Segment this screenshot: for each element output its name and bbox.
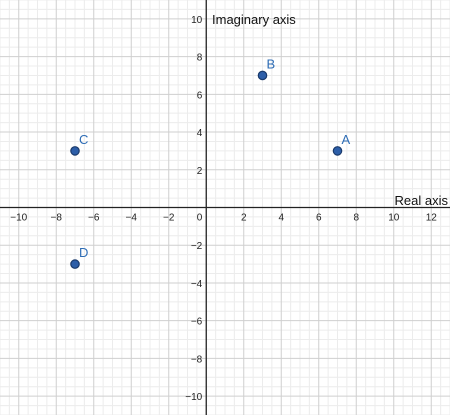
point-d (70, 259, 80, 269)
point-c (70, 146, 80, 156)
point-a (332, 146, 343, 156)
point-label-a: A (342, 132, 351, 147)
x-tick-label: 10 (388, 213, 400, 224)
y-tick-label: 2 (197, 166, 203, 177)
y-tick-label: −10 (185, 392, 202, 403)
x-tick-label: 2 (241, 213, 247, 224)
point-label-b: B (267, 56, 276, 71)
y-tick-label: 6 (197, 90, 203, 101)
point-label-d: D (79, 245, 88, 260)
y-tick-label: 10 (191, 15, 203, 26)
y-tick-label: 4 (197, 128, 203, 139)
data-points: A B C D (70, 56, 351, 269)
y-tick-label: −4 (191, 279, 203, 290)
y-axis-title: Imaginary axis (212, 12, 296, 27)
x-tick-label: −2 (163, 213, 175, 224)
y-tick-label: 8 (197, 53, 203, 64)
y-tick-label: −8 (191, 354, 203, 365)
x-tick-label: 6 (316, 213, 322, 224)
x-tick-label: −10 (10, 213, 27, 224)
point-b (257, 70, 268, 81)
y-tick-label: −6 (191, 317, 203, 328)
x-tick-label: −8 (51, 213, 63, 224)
y-tick-label: −2 (191, 241, 203, 252)
x-tick-label: 12 (426, 213, 438, 224)
tick-labels: −10 −8 −6 −4 −2 2 4 6 8 10 12 −10 −8 −6 −4 −2 2 4 6 8 10 0 (10, 15, 437, 403)
point-label-c: C (79, 132, 88, 147)
x-axis-title: Real axis (395, 193, 449, 208)
x-tick-label: −6 (88, 213, 100, 224)
x-tick-label: 8 (353, 213, 359, 224)
origin-label: 0 (197, 213, 203, 224)
x-tick-label: 4 (278, 213, 284, 224)
x-tick-label: −4 (126, 213, 138, 224)
